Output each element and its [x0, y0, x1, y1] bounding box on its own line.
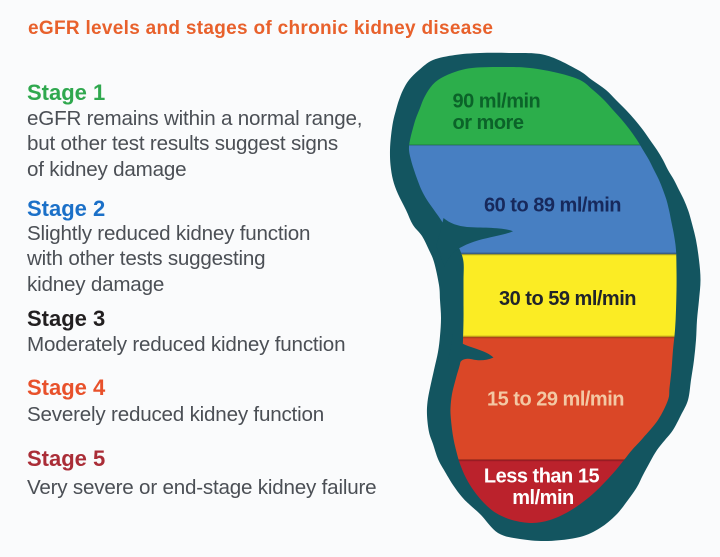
svg-text:Less than 15: Less than 15	[484, 466, 600, 488]
svg-text:60 to 89 ml/min: 60 to 89 ml/min	[484, 195, 621, 217]
svg-text:30 to 59 ml/min: 30 to 59 ml/min	[499, 288, 636, 310]
svg-text:ml/min: ml/min	[512, 487, 573, 509]
svg-text:or more: or more	[453, 112, 524, 134]
svg-text:90 ml/min: 90 ml/min	[453, 91, 541, 113]
svg-text:15 to 29 ml/min: 15 to 29 ml/min	[487, 389, 624, 411]
